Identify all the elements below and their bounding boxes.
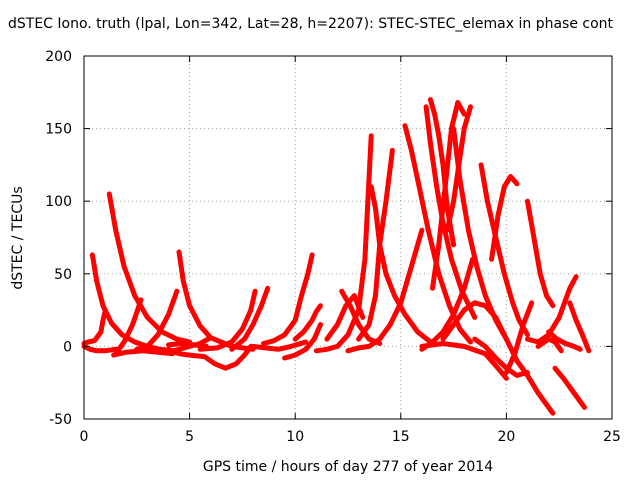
- series-trace: [503, 300, 535, 375]
- series-trace: [514, 358, 556, 416]
- x-tick-label: 5: [185, 429, 194, 445]
- series-trace: [368, 184, 435, 346]
- series-trace: [113, 297, 144, 357]
- series-trace: [478, 162, 530, 338]
- y-tick-label: 0: [63, 339, 72, 355]
- series-trace: [356, 147, 395, 342]
- series-trace: [567, 300, 592, 354]
- series-trace: [345, 227, 425, 354]
- series-trace: [166, 341, 209, 349]
- chart-title: dSTEC Iono. truth (lpal, Lon=342, Lat=28…: [8, 16, 614, 32]
- series-trace: [324, 293, 366, 342]
- series-trace: [81, 343, 119, 354]
- series-trace: [525, 274, 579, 345]
- y-axis-label: dSTEC / TECUs: [10, 186, 26, 289]
- series-trace: [546, 329, 583, 352]
- series-trace: [89, 252, 176, 354]
- y-tick-label: 100: [45, 194, 72, 210]
- series-trace: [292, 303, 323, 342]
- series-trace: [489, 174, 520, 262]
- x-tick-label: 20: [497, 429, 515, 445]
- x-tick-label: 25: [603, 429, 621, 445]
- series-trace: [166, 346, 207, 360]
- series-trace: [525, 198, 556, 309]
- trace-layer: [81, 97, 592, 416]
- series-trace: [552, 365, 587, 410]
- tick-layer: 0 5 10 15 20 25 -50 0 50 100 150 200: [45, 49, 621, 445]
- y-tick-label: 200: [45, 49, 72, 65]
- x-axis-label: GPS time / hours of day 277 of year 2014: [203, 459, 493, 475]
- series-trace: [111, 348, 176, 358]
- series-trace: [313, 133, 374, 354]
- series-trace: [176, 249, 256, 352]
- plot-frame: [83, 55, 613, 420]
- series-trace: [204, 343, 254, 371]
- series-trace: [402, 123, 473, 345]
- series-trace: [444, 104, 473, 233]
- x-tick-label: 10: [286, 429, 304, 445]
- series-trace: [250, 339, 309, 352]
- series-trace: [261, 252, 315, 346]
- y-tick-label: -50: [49, 412, 72, 428]
- series-trace: [430, 100, 467, 291]
- series-trace: [106, 191, 193, 345]
- y-tick-label: 150: [45, 122, 72, 138]
- series-trace: [472, 336, 530, 378]
- series-trace: [440, 300, 520, 364]
- x-tick-label: 0: [80, 429, 89, 445]
- series-trace: [535, 336, 564, 354]
- x-tick-label: 15: [392, 429, 410, 445]
- series-trace: [134, 288, 180, 352]
- grid-layer: [84, 56, 612, 419]
- series-trace: [282, 322, 323, 361]
- y-tick-label: 50: [54, 267, 72, 283]
- series-trace: [419, 341, 509, 381]
- series-trace: [81, 309, 108, 346]
- series-trace: [197, 288, 258, 352]
- series-trace: [229, 285, 271, 352]
